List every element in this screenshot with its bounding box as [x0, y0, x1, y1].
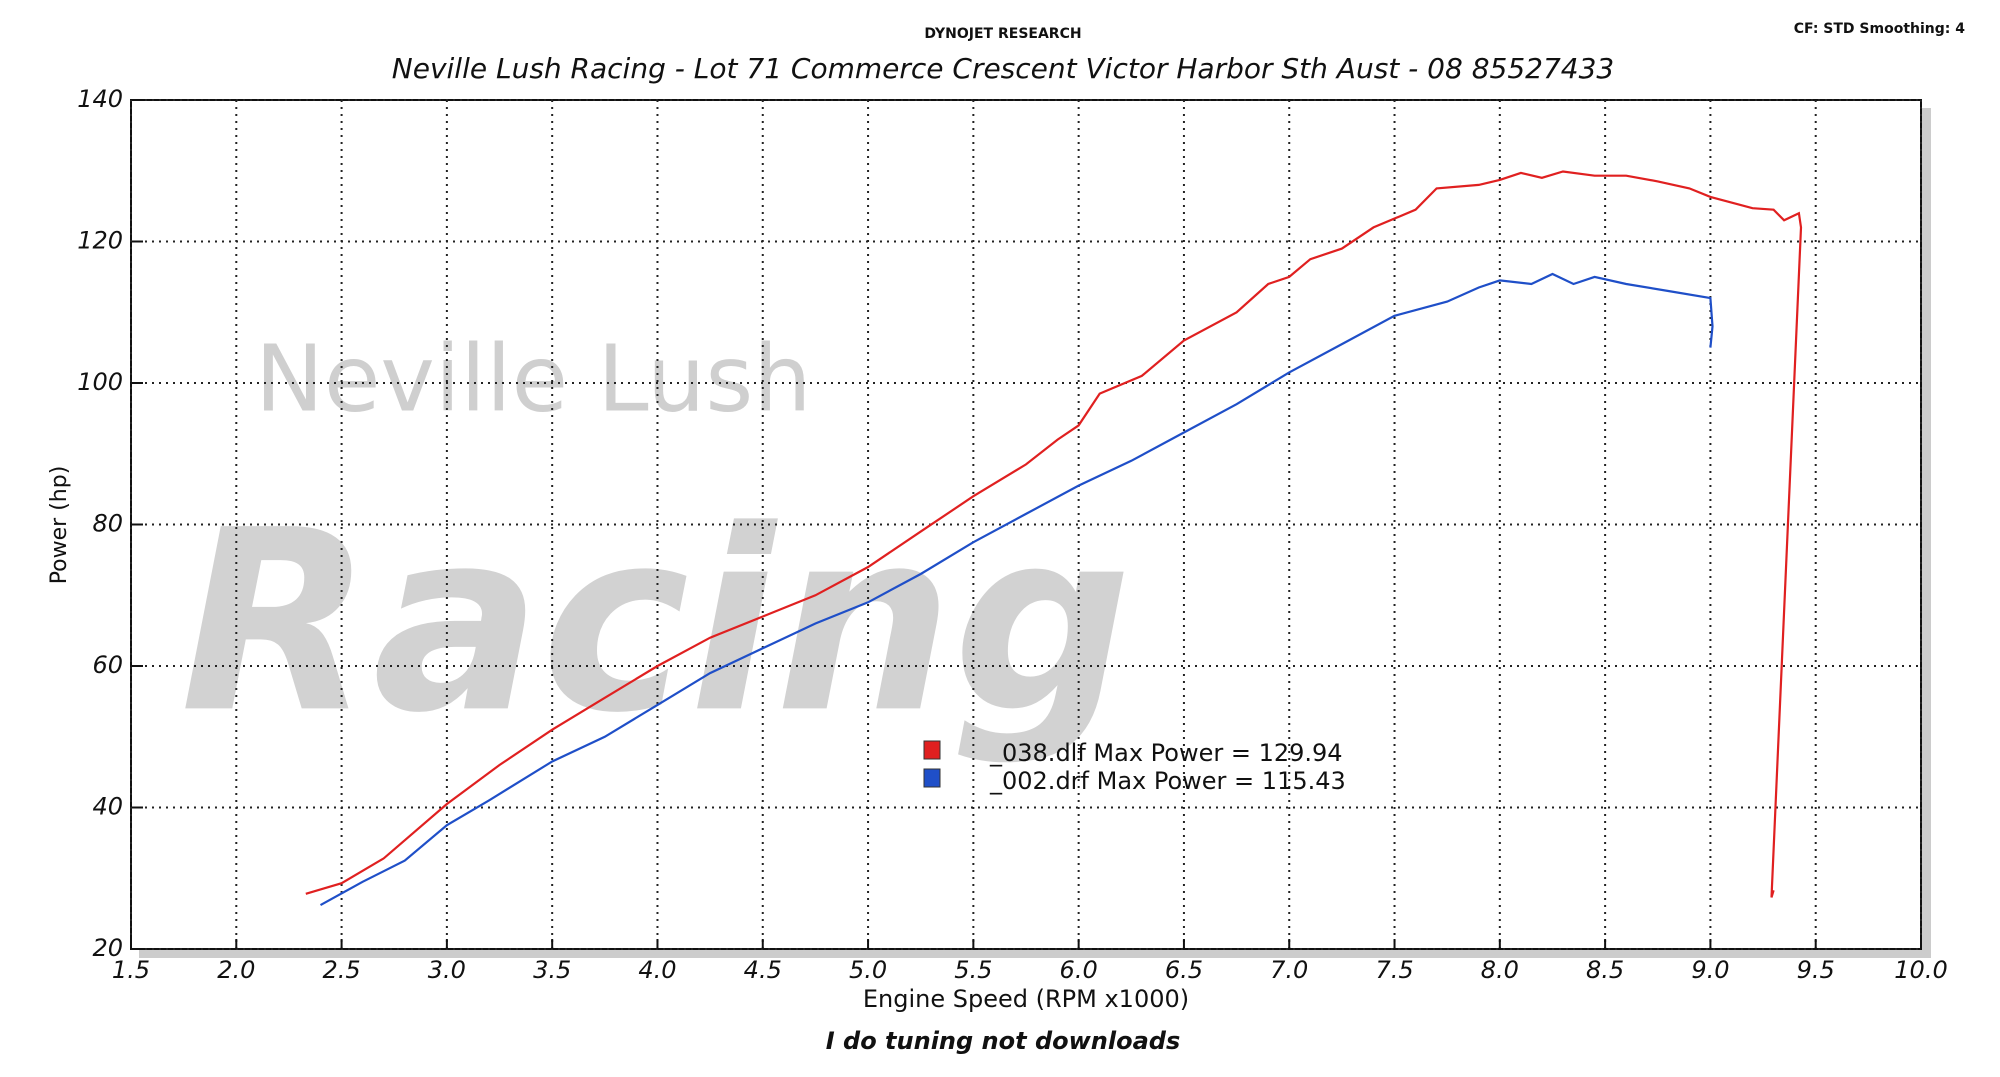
legend-swatch [923, 740, 941, 760]
y-tick-label: 20 [92, 934, 123, 962]
x-tick-label: 3.5 [533, 956, 571, 984]
x-tick-label: 6.5 [1165, 956, 1203, 984]
x-tick-label: 7.5 [1375, 956, 1413, 984]
y-tick-label: 120 [77, 227, 123, 255]
x-tick-label: 9.0 [1691, 956, 1729, 984]
watermark: Racing [180, 476, 1132, 767]
x-tick-label: 3.0 [428, 956, 466, 984]
x-axis-label: Engine Speed (RPM x1000) [863, 985, 1189, 1013]
header: DYNOJET RESEARCH [924, 26, 1081, 42]
x-tick-label: 9.5 [1797, 956, 1835, 984]
frame-shadow [1921, 108, 1931, 958]
frame-shadow [139, 949, 1931, 958]
footer-note: I do tuning not downloads [826, 1027, 1181, 1055]
x-tick-label: 2.0 [217, 956, 255, 984]
power-line [319, 272, 1714, 907]
y-axis-label: Power (hp) [47, 466, 72, 585]
x-tick-label: 2.5 [323, 956, 361, 984]
watermark: Neville Lush [255, 325, 812, 432]
y-tick-label: 80 [92, 510, 123, 538]
power-line [305, 170, 1803, 898]
x-tick-label: 4.5 [744, 956, 782, 984]
legend-swatch [923, 768, 941, 788]
legend-label: _038.dlf Max Power = 129.94 [989, 739, 1343, 767]
y-tick-label: 140 [77, 85, 123, 113]
settings-note: CF: STD Smoothing: 4 [1794, 21, 1965, 37]
y-tick-label: 60 [92, 651, 123, 679]
y-tick-label: 40 [92, 793, 123, 821]
x-tick-label: 6.0 [1060, 956, 1098, 984]
x-tick-label: 7.0 [1270, 956, 1308, 984]
x-tick-label: 5.0 [849, 956, 887, 984]
legend-label: _002.drf Max Power = 115.43 [989, 767, 1346, 795]
x-tick-label: 1.5 [112, 956, 150, 984]
x-tick-label: 8.5 [1586, 956, 1624, 984]
x-tick-label: 4.0 [638, 956, 676, 984]
x-tick-label: 8.0 [1481, 956, 1519, 984]
y-tick-label: 100 [77, 368, 123, 396]
x-tick-label: 10.0 [1894, 956, 1947, 984]
x-tick-label: 5.5 [954, 956, 992, 984]
chart-title: Neville Lush Racing - Lot 71 Commerce Cr… [392, 52, 1614, 85]
